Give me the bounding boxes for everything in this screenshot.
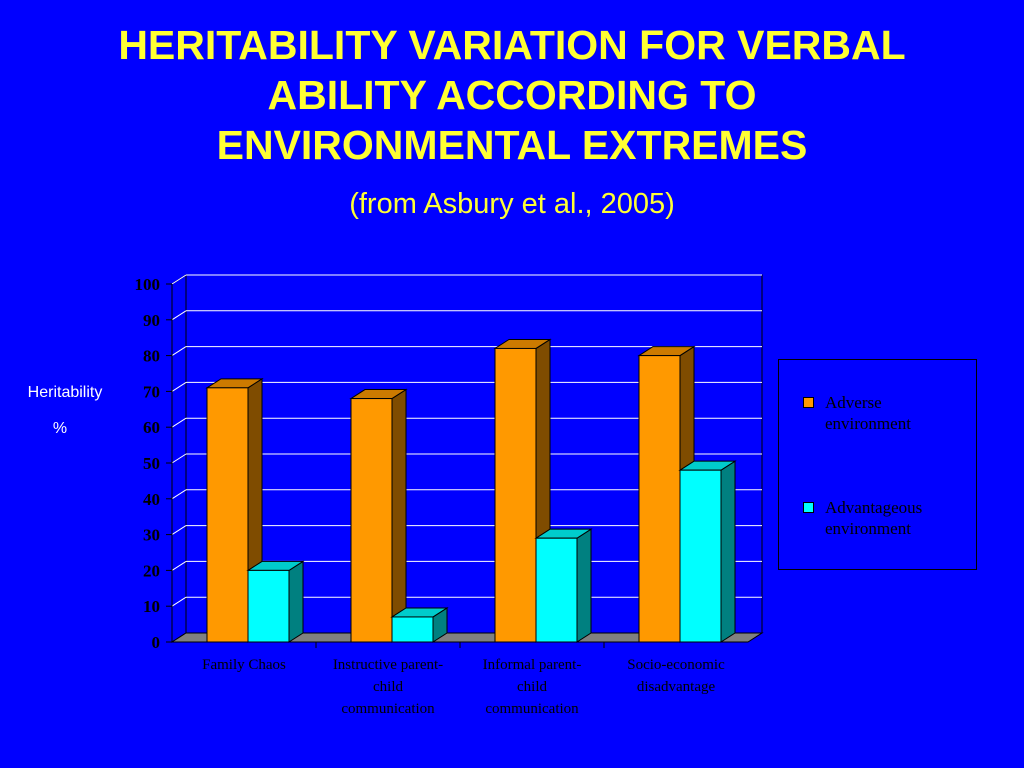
gridline-side: [171, 596, 187, 607]
x-category-label: child: [517, 679, 547, 695]
bar-advantageous-side: [288, 560, 304, 643]
x-category-label: child: [373, 679, 403, 695]
y-tick-label: 90: [143, 311, 160, 330]
x-category-label: communication: [485, 701, 579, 717]
gridline-side: [171, 525, 187, 536]
gridline-side: [171, 346, 187, 357]
title-line-3: ENVIRONMENTAL EXTREMES: [216, 122, 808, 168]
gridline-side: [171, 489, 187, 500]
chart-legend: Adverse environment Advantageous environ…: [778, 359, 977, 570]
bar-advantageous: [247, 569, 290, 643]
y-tick-label: 30: [143, 526, 160, 545]
x-category-label: Family Chaos: [202, 657, 286, 673]
slide-subtitle: (from Asbury et al., 2005): [349, 188, 675, 220]
y-tick-label: 40: [143, 490, 160, 509]
gridline-side: [171, 417, 187, 428]
legend-label-advantageous: Advantageous environment: [825, 497, 975, 539]
bar-advantageous-side: [576, 528, 592, 643]
y-tick-label: 80: [143, 347, 160, 366]
legend-label-adverse: Adverse environment: [825, 392, 975, 434]
title-line-1: HERITABILITY VARIATION FOR VERBAL: [118, 22, 906, 68]
bar-adverse: [350, 398, 393, 643]
legend-swatch-advantageous: [803, 502, 814, 513]
legend-label-line: environment: [825, 414, 911, 433]
y-tick-label: 20: [143, 561, 160, 580]
bar-adverse: [494, 347, 537, 643]
bar-adverse: [638, 355, 681, 643]
bar-advantageous: [535, 537, 578, 643]
legend-swatch-adverse: [803, 397, 814, 408]
slide-title: HERITABILITY VARIATION FOR VERBAL ABILIT…: [0, 20, 1024, 170]
title-line-2: ABILITY ACCORDING TO: [267, 72, 757, 118]
y-axis-unit: %: [52, 420, 68, 437]
y-tick-label: 100: [135, 275, 161, 294]
gridline-side: [171, 453, 187, 464]
legend-label-line: environment: [825, 519, 911, 538]
bar-advantageous: [679, 469, 722, 643]
x-category-label: Informal parent-: [483, 657, 582, 673]
x-category-label: disadvantage: [637, 679, 716, 695]
y-tick-label: 10: [143, 597, 160, 616]
x-category-label: Socio-economic: [627, 657, 725, 673]
bar-advantageous: [391, 616, 434, 643]
y-tick-label: 0: [152, 633, 161, 652]
x-category-label: communication: [341, 701, 435, 717]
gridline-side: [171, 274, 187, 285]
bar-adverse: [206, 387, 249, 643]
y-tick-label: 70: [143, 382, 160, 401]
bar-adverse-side: [391, 388, 407, 643]
y-tick-label: 60: [143, 418, 160, 437]
gridline-side: [171, 310, 187, 321]
legend-label-line: Adverse: [825, 393, 882, 412]
bar-advantageous-side: [720, 460, 736, 643]
gridline-side: [171, 560, 187, 571]
gridline-side: [171, 381, 187, 392]
y-axis-label: Heritability: [27, 384, 103, 401]
legend-label-line: Advantageous: [825, 498, 923, 517]
y-tick-label: 50: [143, 454, 160, 473]
x-category-label: Instructive parent-: [333, 657, 443, 673]
